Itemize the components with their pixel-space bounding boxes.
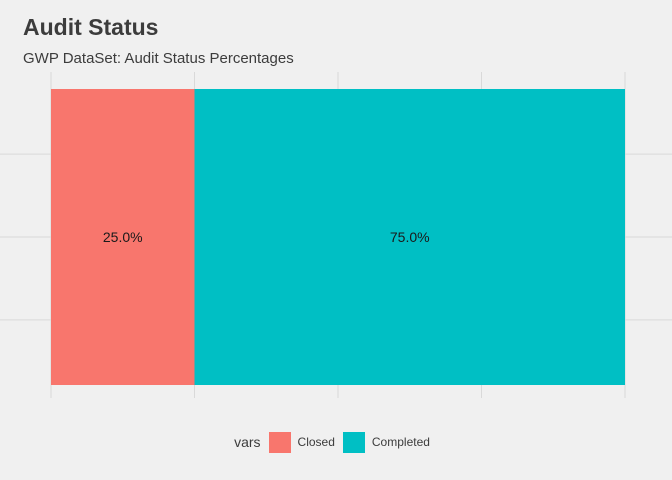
legend-swatch-completed xyxy=(342,431,365,453)
bar-segments xyxy=(51,89,625,385)
legend: vars Closed Completed xyxy=(0,430,672,454)
legend-swatch-closed xyxy=(268,431,291,453)
data-labels: 25.0% 75.0% xyxy=(103,229,430,245)
chart-subtitle: GWP DataSet: Audit Status Percentages xyxy=(23,50,294,67)
data-label-completed: 75.0% xyxy=(390,229,430,245)
bar-segment-completed xyxy=(194,89,625,385)
legend-item-closed: Closed xyxy=(268,431,335,453)
chart-title: Audit Status xyxy=(23,14,159,40)
stacked-bar-chart: 25.0% 75.0% xyxy=(0,72,672,398)
bar-segment-closed xyxy=(51,89,195,385)
legend-item-completed: Completed xyxy=(342,431,430,453)
data-label-closed: 25.0% xyxy=(103,229,143,245)
legend-label-completed: Completed xyxy=(371,435,430,449)
legend-title: vars xyxy=(234,434,261,450)
legend-label-closed: Closed xyxy=(297,435,335,449)
